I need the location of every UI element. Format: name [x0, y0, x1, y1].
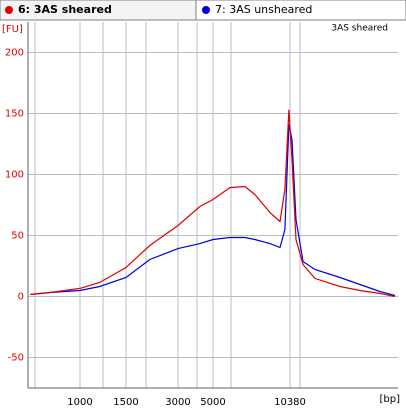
y-tick-label: 0	[18, 292, 24, 303]
tab-dot	[202, 6, 210, 14]
x-tick-label: 3000	[165, 397, 190, 408]
tab-label[interactable]: 6: 3AS sheared	[18, 3, 112, 16]
y-tick-label: -50	[8, 353, 24, 364]
y-tick-label: 50	[11, 231, 24, 242]
series-line	[30, 124, 396, 297]
extra-grid	[34, 22, 301, 388]
series-line	[30, 109, 396, 298]
x-tick-label: 1500	[113, 397, 138, 408]
x-tick-label: 5000	[200, 397, 225, 408]
annotation: 3AS sheared	[331, 24, 388, 34]
tab[interactable]	[195, 0, 406, 21]
tab-label[interactable]: 7: 3AS unsheared	[215, 3, 312, 16]
y-tick-label: 200	[5, 48, 24, 59]
x-tick-label: 1000	[67, 397, 92, 408]
tab-dot	[5, 6, 13, 14]
y-axis-label: [FU]	[2, 24, 23, 35]
x-axis-label: [bp]	[380, 394, 401, 405]
y-tick-label: 100	[5, 170, 24, 181]
y-tick-label: 150	[5, 109, 24, 120]
x-tick-label: 10380	[274, 397, 306, 408]
